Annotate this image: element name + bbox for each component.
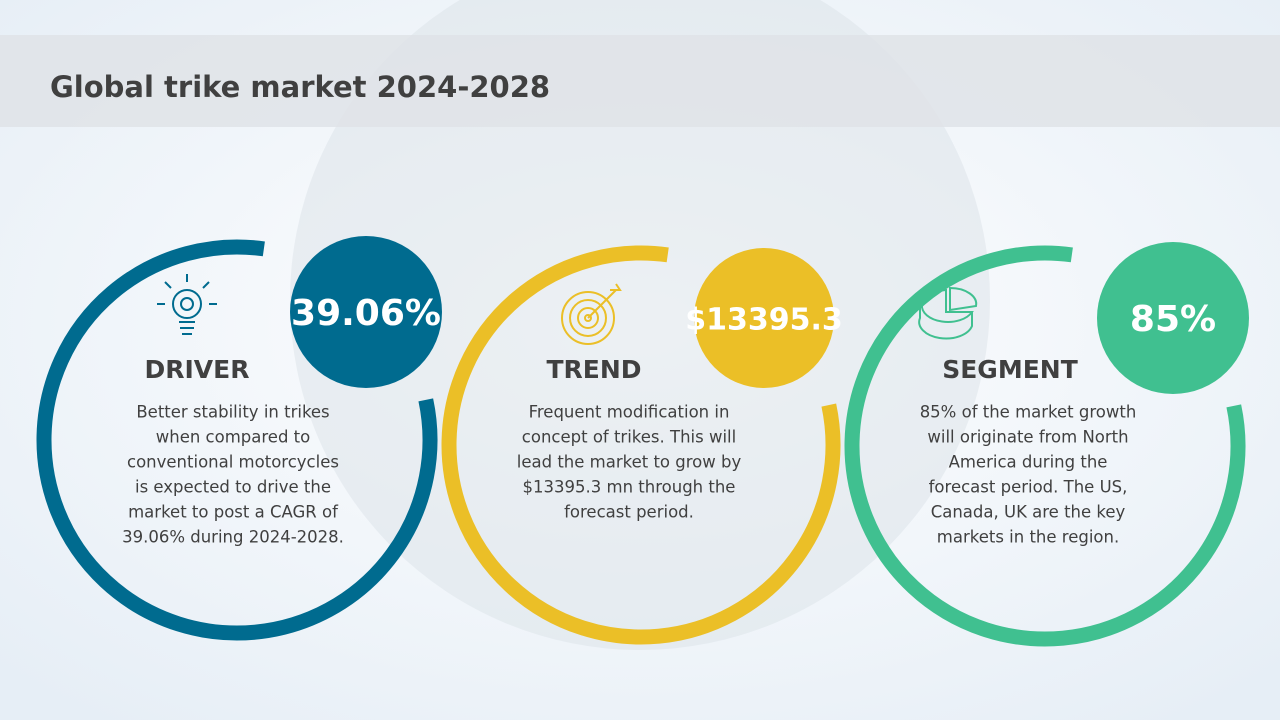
card-text: Canada, UK are the key xyxy=(931,503,1126,522)
icon xyxy=(561,283,622,345)
icon-part xyxy=(172,289,202,319)
globe xyxy=(290,0,990,650)
cards: 39.06% DRIVER Better stability in trikes wh… xyxy=(36,236,1249,647)
card-text: Frequent modification in xyxy=(529,403,730,422)
card-heading: TREND xyxy=(546,355,641,384)
ring xyxy=(844,245,1246,647)
icon xyxy=(918,286,978,340)
icon-part xyxy=(577,307,599,329)
badge-value: $13395.3 xyxy=(685,303,843,338)
card-text: 39.06% during 2024-2028. xyxy=(122,528,344,547)
title: Global trike market 2024-2028 xyxy=(50,70,550,104)
icon-part xyxy=(180,297,194,311)
card-text: will originate from North xyxy=(927,428,1128,447)
icon xyxy=(157,274,217,335)
card-text: Better stability in trikes xyxy=(136,403,329,422)
card-text: markets in the region. xyxy=(937,528,1119,547)
card-text: forecast period. xyxy=(564,503,694,522)
card-text: forecast period. The US, xyxy=(929,478,1128,497)
card-text: America during the xyxy=(949,453,1108,472)
badge-circle xyxy=(1097,242,1249,394)
header-band xyxy=(0,35,1280,127)
badge-value: 85% xyxy=(1130,299,1216,340)
ring xyxy=(441,245,841,645)
badge-circle xyxy=(694,248,834,388)
card-text: 85% of the market growth xyxy=(920,403,1137,422)
icon-part xyxy=(561,291,615,345)
card-text: is expected to drive the xyxy=(135,478,331,497)
icon-part xyxy=(584,314,592,322)
badge-value: 39.06% xyxy=(291,293,441,334)
card-text: when compared to xyxy=(156,428,311,447)
icon-part xyxy=(587,283,622,319)
card-text: market to post a CAGR of xyxy=(128,503,339,522)
card-text: lead the market to grow by xyxy=(517,453,742,472)
card-heading: SEGMENT xyxy=(942,355,1078,384)
badge-circle xyxy=(290,236,442,388)
icon-part xyxy=(569,299,607,337)
icon-part xyxy=(157,274,217,335)
card-text: $13395.3 mn through the xyxy=(523,478,736,497)
card-text: concept of trikes. This will xyxy=(522,428,736,447)
card-text: conventional motorcycles xyxy=(127,453,339,472)
icon-part xyxy=(918,286,978,340)
ring xyxy=(36,239,438,641)
card-heading: DRIVER xyxy=(145,355,250,384)
